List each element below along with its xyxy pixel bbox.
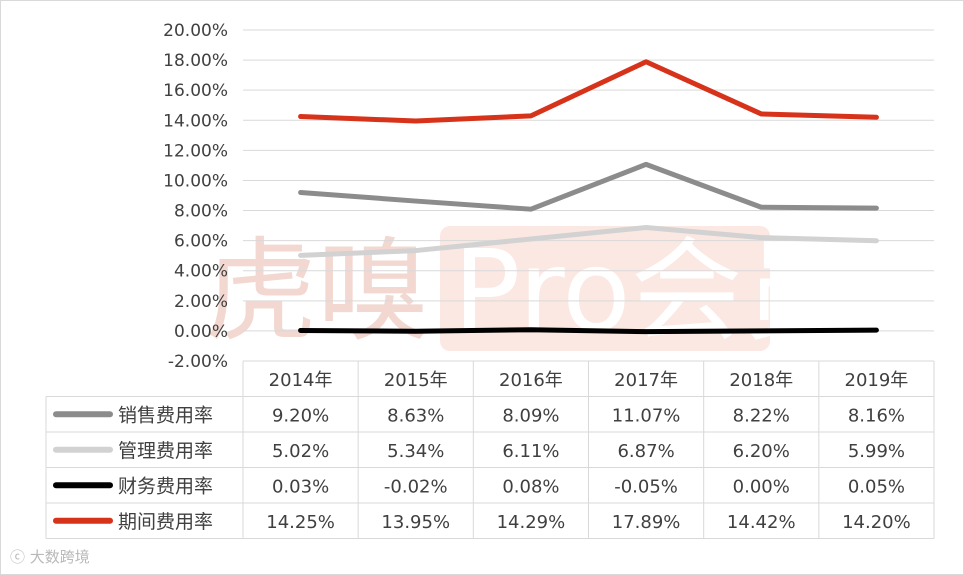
- source-watermark: ⓒ 大数跨境: [10, 546, 90, 567]
- series-line: [298, 59, 879, 124]
- data-label: 13.95%: [381, 512, 450, 533]
- data-label: 8.09%: [502, 405, 559, 426]
- category-label: 2019年: [845, 370, 909, 391]
- data-label: 11.07%: [612, 405, 681, 426]
- data-label: 14.25%: [266, 512, 335, 533]
- series-name: 销售费用率: [118, 404, 213, 426]
- y-tick-label: 18.00%: [163, 51, 228, 71]
- series-name: 财务费用率: [118, 475, 213, 497]
- category-label: 2018年: [729, 370, 793, 391]
- data-label: 5.99%: [848, 441, 905, 462]
- data-label: 0.03%: [272, 476, 329, 497]
- data-label: 14.29%: [497, 512, 566, 533]
- data-label: 14.42%: [727, 512, 796, 533]
- data-label: 5.02%: [272, 441, 329, 462]
- source-text: 大数跨境: [29, 548, 90, 566]
- y-tick-label: 16.00%: [163, 81, 228, 101]
- y-tick-label: 4.00%: [174, 262, 228, 282]
- y-tick-label: 12.00%: [163, 141, 228, 161]
- data-label: 8.16%: [848, 405, 905, 426]
- y-tick-label: 20.00%: [163, 21, 228, 41]
- series-line: [298, 327, 879, 335]
- data-label: 0.00%: [733, 476, 790, 497]
- series-name: 期间费用率: [118, 511, 213, 533]
- series-name: 管理费用率: [118, 440, 213, 462]
- category-label: 2017年: [614, 370, 678, 391]
- category-label: 2015年: [384, 370, 448, 391]
- y-tick-label: 0.00%: [174, 322, 228, 342]
- y-tick-label: 14.00%: [163, 111, 228, 131]
- y-tick-label: 10.00%: [163, 171, 228, 191]
- data-label: 6.87%: [617, 441, 674, 462]
- data-label: 6.20%: [733, 441, 790, 462]
- data-label: 9.20%: [272, 405, 329, 426]
- y-axis-tick-labels: -2.00% 0.00% 2.00% 4.00% 6.00% 8.00% 10.00% 12.…: [163, 21, 228, 372]
- series-lines: [298, 59, 879, 335]
- data-label: 6.11%: [502, 441, 559, 462]
- data-label: -0.02%: [384, 476, 448, 497]
- category-label: 2014年: [269, 370, 333, 391]
- y-tick-label: 2.00%: [174, 292, 228, 312]
- source-logo-icon: ⓒ: [10, 548, 26, 566]
- data-label: 14.20%: [842, 512, 911, 533]
- y-tick-label: 6.00%: [174, 232, 228, 252]
- data-label: 0.05%: [848, 476, 905, 497]
- data-label: -0.05%: [614, 476, 678, 497]
- y-tick-label: -2.00%: [168, 352, 228, 372]
- data-label: 17.89%: [612, 512, 681, 533]
- category-label: 2016年: [499, 370, 563, 391]
- series-line: [298, 225, 879, 258]
- data-label: 0.08%: [502, 476, 559, 497]
- series-line: [298, 161, 879, 212]
- data-label: 8.22%: [733, 405, 790, 426]
- data-label: 8.63%: [387, 405, 444, 426]
- y-tick-label: 8.00%: [174, 202, 228, 222]
- data-label: 5.34%: [387, 441, 444, 462]
